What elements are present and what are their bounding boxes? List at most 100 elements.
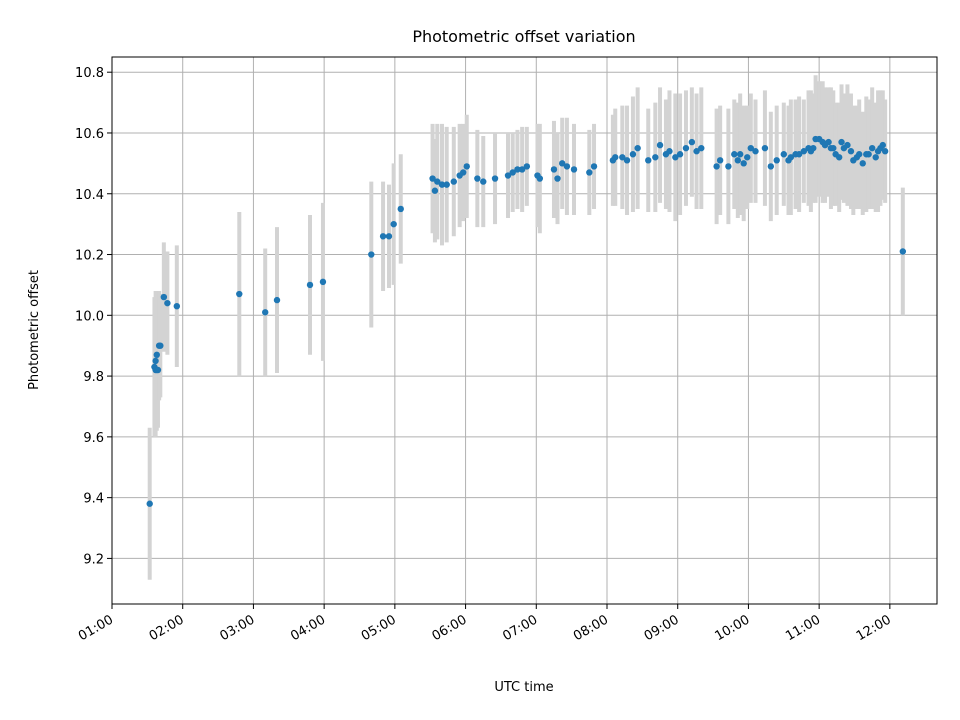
data-point [474, 175, 481, 182]
y-tick-label: 10.6 [75, 127, 104, 142]
data-point [629, 151, 637, 158]
data-point [385, 233, 393, 240]
data-point [152, 357, 159, 365]
data-point [868, 144, 876, 152]
data-point [368, 251, 375, 258]
y-tick-label: 10.8 [75, 66, 104, 81]
data-point [390, 220, 397, 228]
data-point [810, 144, 817, 152]
data-point [899, 248, 907, 255]
data-point [844, 141, 851, 149]
data-point [656, 141, 664, 149]
data-point [676, 151, 684, 158]
data-point [734, 157, 742, 164]
y-tick-label: 10.2 [75, 249, 104, 264]
data-point [752, 148, 759, 155]
data-point [273, 296, 281, 304]
y-axis-label: Photometric offset [27, 270, 42, 390]
y-tick-label: 9.4 [83, 492, 104, 507]
data-point [672, 154, 679, 161]
data-point [438, 181, 446, 188]
data-points [146, 135, 907, 507]
data-point [536, 175, 544, 182]
data-point [504, 172, 512, 179]
data-point [800, 148, 808, 155]
data-point [856, 151, 863, 158]
data-point [554, 175, 561, 182]
data-point [731, 151, 738, 158]
data-point [514, 166, 521, 173]
data-point [780, 151, 787, 158]
data-point [509, 169, 516, 176]
data-point [740, 160, 747, 167]
y-tick-label: 10.4 [75, 188, 104, 203]
data-point [236, 290, 243, 298]
data-point [859, 160, 866, 167]
data-point [379, 233, 387, 240]
data-point [838, 138, 845, 146]
data-point [693, 148, 700, 155]
data-point [835, 154, 843, 161]
data-point [518, 166, 526, 173]
y-tick-label: 10.0 [75, 309, 104, 324]
data-point [652, 154, 659, 161]
data-point [164, 299, 171, 307]
data-point [319, 278, 327, 286]
data-point [612, 154, 619, 161]
data-point [550, 166, 558, 173]
data-point [716, 157, 724, 164]
data-point [450, 178, 457, 185]
data-point [590, 163, 598, 170]
data-point [744, 154, 751, 161]
data-point [431, 187, 439, 194]
data-point [713, 163, 720, 170]
data-point [160, 293, 168, 301]
data-point [153, 351, 160, 359]
data-point [787, 154, 795, 161]
data-point [154, 366, 162, 374]
y-tick-label: 9.8 [83, 370, 104, 385]
y-tick-label: 9.6 [83, 431, 104, 446]
data-point [619, 154, 626, 161]
x-axis-label: UTC time [494, 680, 553, 695]
data-point [830, 144, 837, 152]
data-point [761, 144, 769, 152]
data-point [146, 500, 153, 507]
data-point [879, 141, 886, 149]
data-point [688, 138, 696, 146]
data-point [443, 181, 450, 188]
data-point [795, 151, 803, 158]
data-point [460, 169, 467, 176]
chart-title: Photometric offset variation [412, 27, 635, 46]
data-point [725, 163, 732, 170]
data-point [773, 157, 780, 164]
data-point [463, 163, 470, 170]
data-point [747, 144, 754, 152]
plot-frame [111, 56, 938, 605]
data-point [563, 163, 571, 170]
data-point [767, 163, 775, 170]
data-point [157, 342, 164, 349]
data-point [847, 148, 855, 155]
data-point [586, 169, 593, 176]
data-point [865, 151, 872, 158]
data-point [872, 154, 879, 161]
data-point [570, 166, 578, 173]
data-point [306, 281, 314, 289]
y-axis-ticks: 9.2 9.4 9.6 9.8 10.0 10.2 10.4 10.6 10.8 [75, 66, 112, 567]
data-point [666, 148, 673, 155]
data-point [698, 144, 705, 152]
data-point [173, 302, 181, 310]
data-point [634, 144, 641, 152]
data-point [825, 138, 832, 146]
data-point [736, 151, 744, 158]
data-point [397, 205, 404, 213]
data-point [881, 148, 889, 155]
data-point [559, 160, 566, 167]
data-point [262, 309, 269, 316]
data-point [491, 175, 499, 182]
y-tick-label: 9.2 [83, 552, 104, 567]
data-point [434, 178, 441, 185]
data-point [429, 175, 436, 182]
